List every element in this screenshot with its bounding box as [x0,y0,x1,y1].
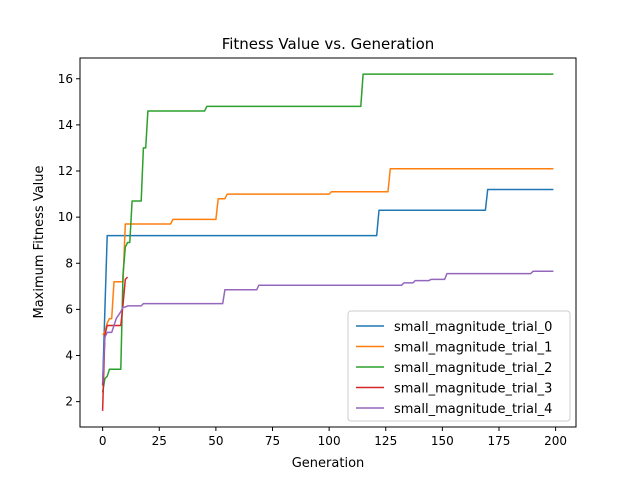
series-line-trial-2 [101,73,554,393]
legend-label: small_magnitude_trial_3 [394,382,552,397]
y-tick-label: 4 [65,349,73,363]
legend: small_magnitude_trial_0 small_magnitude_t… [347,310,571,422]
plot-frame [79,57,577,428]
x-tick-label: 125 [374,434,397,448]
x-tick-label: 200 [544,434,567,448]
series-line-trial-1 [102,167,554,336]
legend-label: small_magnitude_trial_2 [394,361,552,376]
legend-label: small_magnitude_trial_0 [394,320,552,335]
x-tick-label: 75 [265,434,280,448]
legend-entries: small_magnitude_trial_0 small_magnitude_t… [356,320,552,417]
y-tick-label: 12 [58,164,73,178]
series-layer [101,73,554,411]
x-tick-label: 0 [99,434,107,448]
x-axis-label: Generation [292,456,365,471]
series-line-trial-3 [101,276,129,411]
y-tick-label: 2 [65,395,73,409]
x-tick-label: 150 [431,434,454,448]
series-line-trial-0 [101,188,554,386]
y-tick-label: 6 [65,302,73,316]
y-axis-ticks: 2 4 6 8 10 12 14 16 [58,72,80,409]
x-tick-label: 50 [208,434,223,448]
x-tick-label: 25 [152,434,167,448]
y-tick-label: 16 [58,72,73,86]
y-axis-label: Maximum Fitness Value [32,165,47,318]
y-tick-label: 14 [58,118,73,132]
legend-box [347,310,571,422]
series-line-trial-4 [101,270,554,384]
x-tick-label: 175 [488,434,511,448]
x-tick-label: 100 [318,434,341,448]
legend-label: small_magnitude_trial_1 [394,341,552,356]
chart-title: Fitness Value vs. Generation [222,35,435,53]
x-axis-ticks: 0 25 50 75 100 125 150 175 200 [99,427,567,448]
y-tick-label: 10 [58,210,73,224]
y-tick-label: 8 [65,256,73,270]
legend-label: small_magnitude_trial_4 [394,402,552,417]
